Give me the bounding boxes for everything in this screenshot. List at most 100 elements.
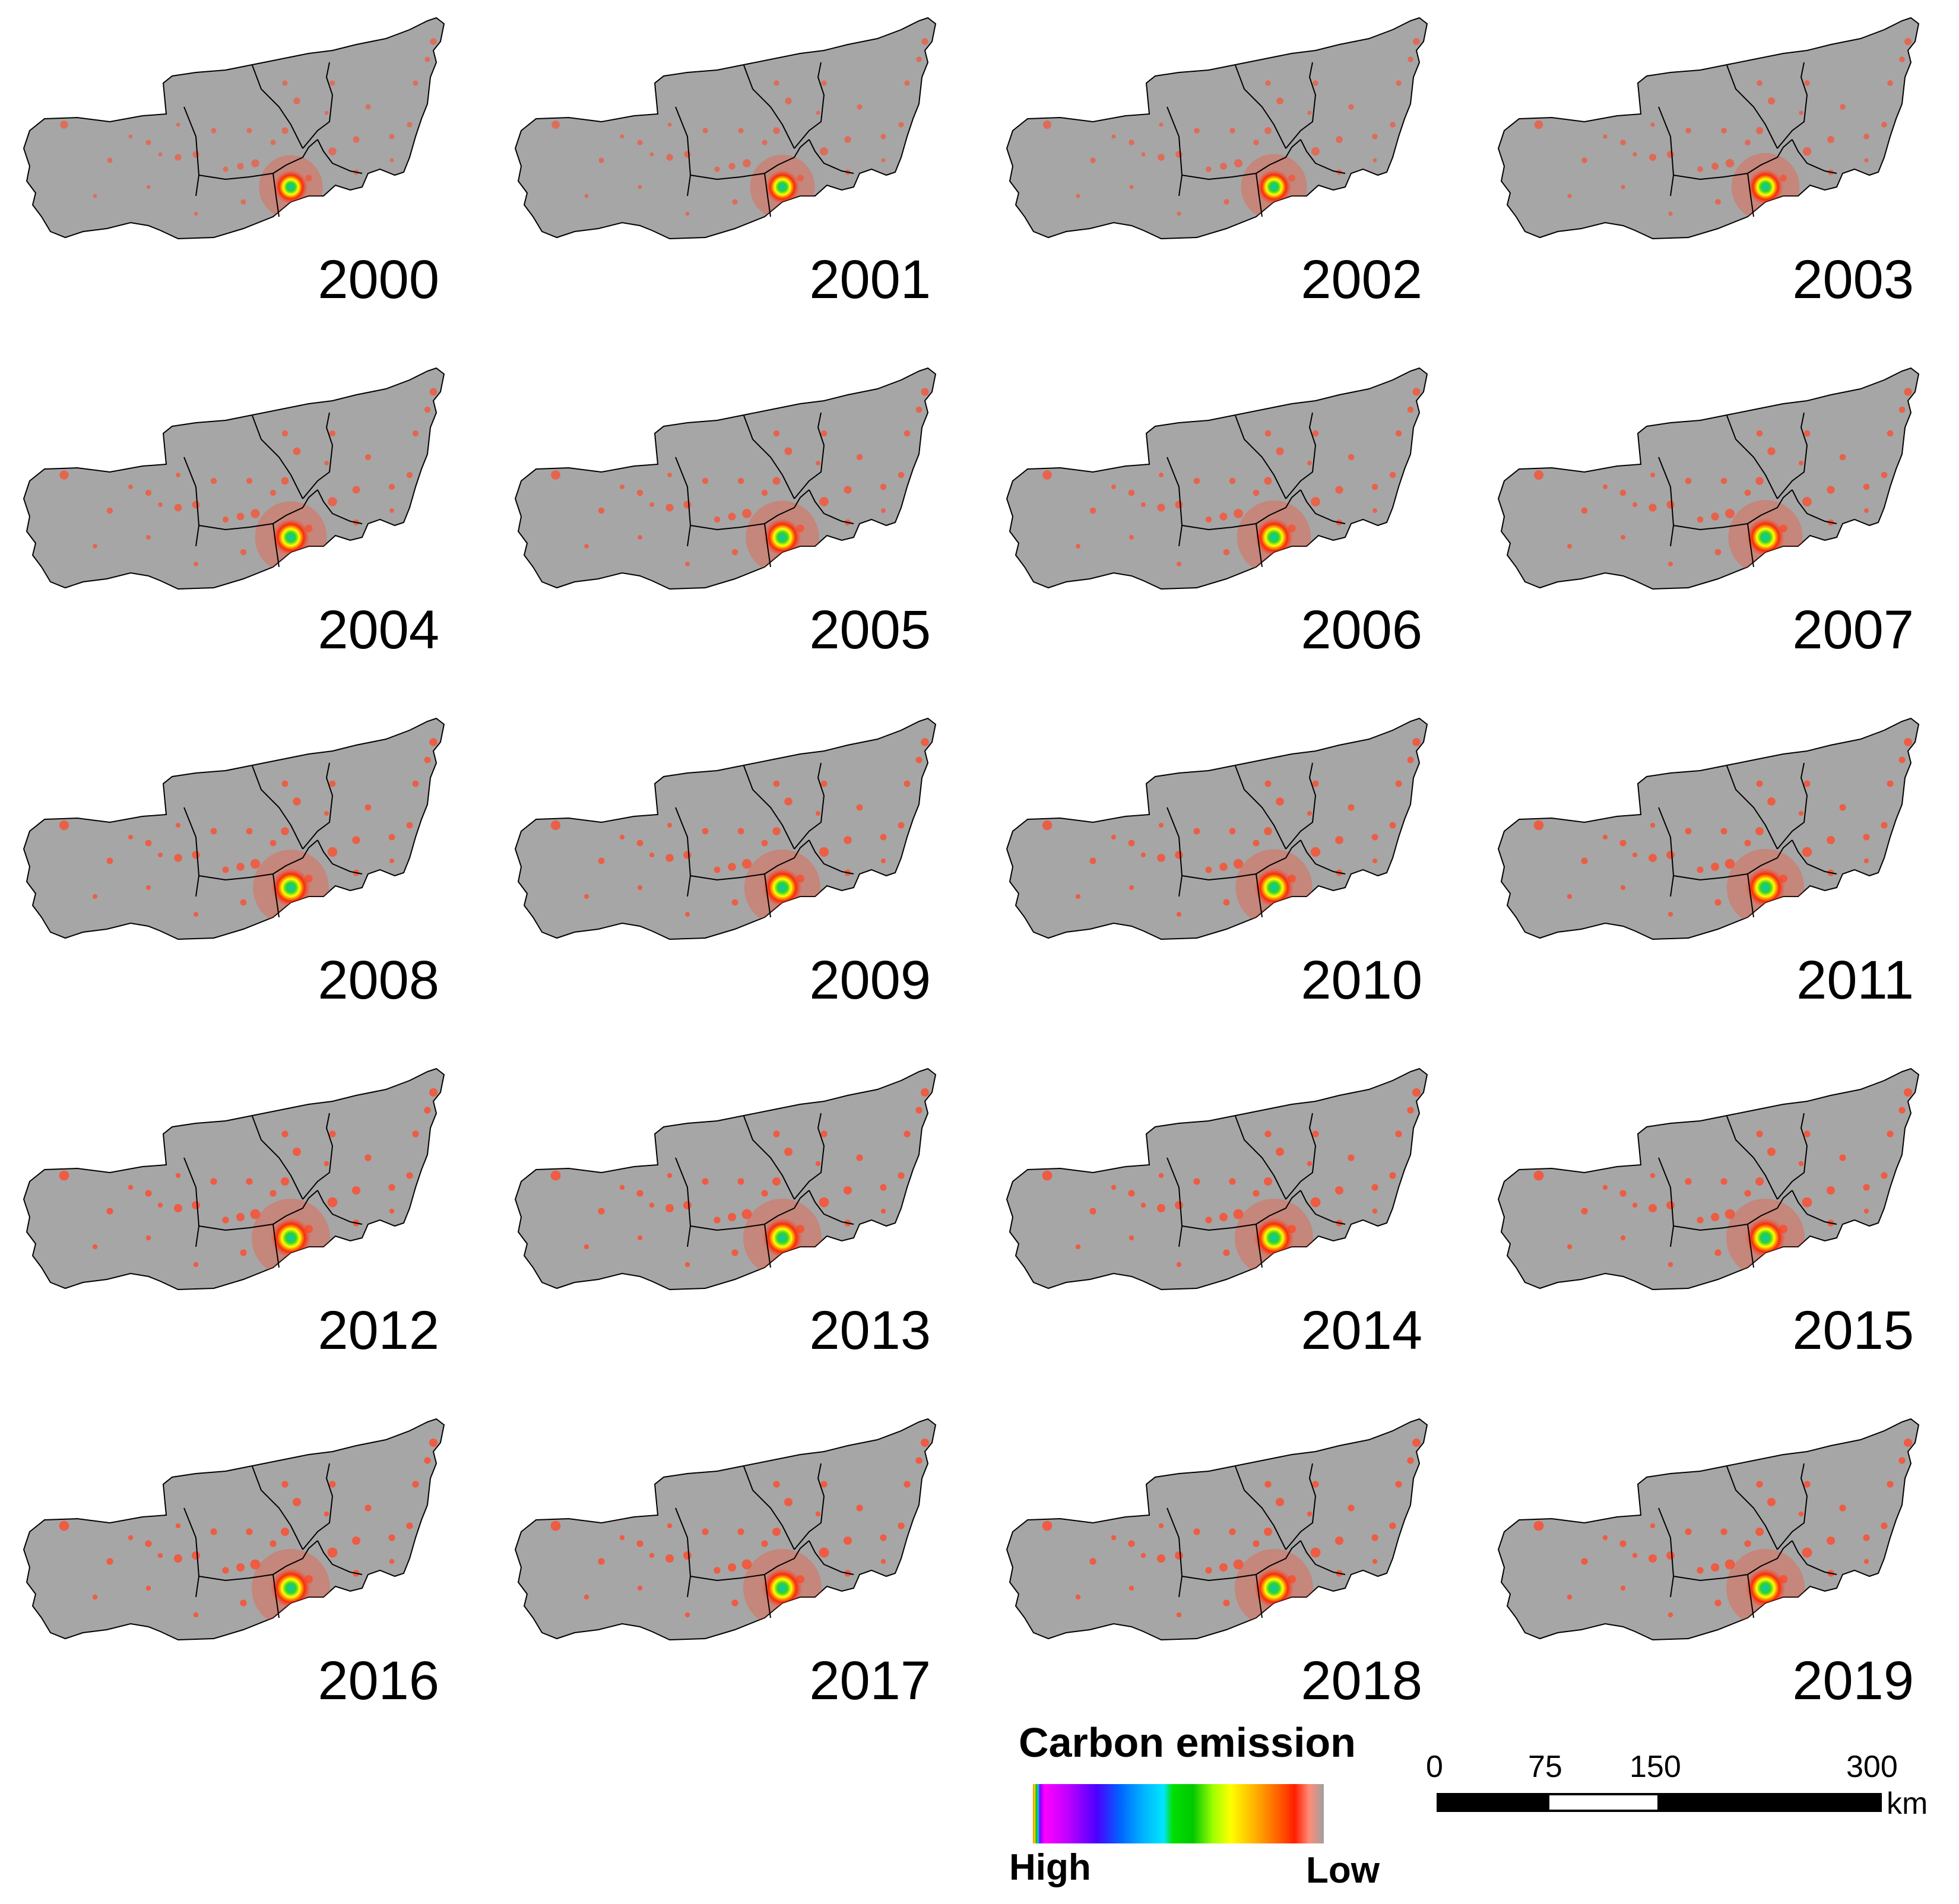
emission-hotspot bbox=[819, 1197, 829, 1208]
region-outline bbox=[1497, 17, 1920, 240]
emission-hotspot bbox=[880, 1534, 887, 1541]
admin-boundary bbox=[1747, 873, 1754, 918]
emission-hotspot bbox=[598, 507, 605, 514]
emission-hotspot bbox=[1129, 185, 1134, 189]
emission-hotspot bbox=[352, 836, 360, 844]
emission-hotspot bbox=[1755, 1177, 1764, 1186]
emission-hotspot bbox=[246, 128, 252, 134]
admin-boundary bbox=[794, 762, 825, 850]
emission-hotspot bbox=[1721, 128, 1727, 134]
emission-core bbox=[1254, 867, 1294, 908]
emission-hotspot bbox=[1887, 430, 1894, 437]
emission-map bbox=[514, 717, 937, 940]
emission-hotspot bbox=[1111, 484, 1116, 489]
emission-hotspot bbox=[820, 430, 828, 437]
emission-hotspot bbox=[1408, 56, 1413, 62]
region-outline bbox=[1497, 1418, 1920, 1641]
emission-hotspot bbox=[223, 166, 229, 172]
region-outline bbox=[514, 367, 937, 590]
emission-hotspot bbox=[329, 430, 336, 437]
emission-hotspot bbox=[683, 1551, 692, 1560]
emission-hotspot bbox=[210, 477, 217, 484]
year-label: 2005 bbox=[809, 600, 931, 660]
emission-hotspot bbox=[324, 1161, 329, 1167]
admin-boundary bbox=[690, 489, 810, 531]
emission-hotspot bbox=[598, 1558, 605, 1565]
emission-hotspot bbox=[389, 158, 394, 163]
emission-hotspot bbox=[816, 461, 820, 465]
emission-hotspot bbox=[731, 549, 738, 556]
emission-hotspot bbox=[774, 80, 779, 86]
emission-hotspot bbox=[281, 430, 289, 437]
emission-hotspot bbox=[821, 80, 827, 86]
emission-hotspot bbox=[1567, 544, 1572, 549]
emission-hotspot bbox=[844, 836, 852, 844]
emission-hotspot bbox=[649, 152, 654, 157]
emission-hotspot bbox=[1881, 471, 1888, 479]
admin-boundary bbox=[302, 412, 334, 499]
emission-hotspot bbox=[1887, 1130, 1894, 1138]
admin-boundary bbox=[675, 1507, 692, 1598]
emission-hotspot bbox=[1177, 562, 1181, 566]
admin-boundary bbox=[1747, 1574, 1754, 1618]
emission-hotspot bbox=[1389, 1172, 1396, 1179]
emission-hotspot bbox=[1650, 122, 1655, 127]
admin-boundary bbox=[272, 1574, 280, 1618]
emission-hotspot bbox=[667, 822, 673, 828]
emission-hotspot bbox=[1685, 477, 1692, 484]
emission-hotspot bbox=[1194, 128, 1200, 134]
emission-hotspot bbox=[92, 894, 98, 899]
emission-hotspot bbox=[772, 1528, 781, 1536]
admin-boundary bbox=[1166, 807, 1183, 897]
admin-boundary bbox=[690, 1540, 810, 1582]
emission-hotspot bbox=[815, 1511, 821, 1517]
admin-boundary bbox=[198, 489, 318, 531]
emission-hotspot bbox=[412, 1481, 419, 1488]
emission-hotspot bbox=[1619, 1540, 1627, 1547]
emission-hotspot bbox=[1711, 162, 1719, 170]
emission-hotspot bbox=[1412, 1088, 1421, 1097]
admin-boundary bbox=[1777, 762, 1808, 850]
emission-hotspot bbox=[741, 1559, 752, 1570]
emission-hotspot bbox=[145, 140, 151, 145]
emission-hotspot bbox=[192, 1201, 200, 1209]
emission-hotspot bbox=[916, 56, 922, 62]
admin-boundary bbox=[1166, 106, 1183, 197]
emission-hotspot bbox=[176, 122, 180, 127]
scale-bar bbox=[1437, 1793, 1882, 1817]
emission-hotspot bbox=[210, 1528, 217, 1535]
emission-hotspot bbox=[1348, 1154, 1355, 1161]
year-label: 2001 bbox=[809, 249, 931, 310]
emission-hotspot bbox=[1839, 804, 1846, 811]
emission-hotspot bbox=[1567, 1594, 1573, 1600]
emission-map bbox=[23, 367, 445, 590]
emission-hotspot bbox=[1881, 122, 1887, 128]
emission-hotspot bbox=[1744, 1540, 1751, 1547]
admin-boundary bbox=[809, 489, 854, 524]
emission-hotspot bbox=[1744, 1190, 1751, 1197]
emission-hotspot bbox=[1229, 1528, 1236, 1535]
emission-hotspot bbox=[904, 1130, 911, 1138]
emission-hotspot bbox=[1407, 406, 1414, 413]
admin-boundary bbox=[743, 415, 795, 499]
emission-hotspot bbox=[1389, 471, 1396, 479]
admin-boundary bbox=[1300, 1190, 1346, 1225]
emission-hotspot bbox=[1650, 822, 1656, 828]
emission-hotspot bbox=[1649, 153, 1657, 161]
emission-hotspot bbox=[1720, 1528, 1727, 1535]
emission-hotspot bbox=[1904, 1439, 1912, 1447]
emission-hotspot bbox=[193, 911, 199, 917]
admin-boundary bbox=[1166, 1157, 1183, 1247]
emission-hotspot bbox=[1798, 1161, 1804, 1167]
emission-hotspot bbox=[281, 827, 289, 835]
emission-hotspot bbox=[683, 1201, 692, 1209]
admin-boundary bbox=[743, 765, 795, 850]
emission-hotspot bbox=[598, 1208, 605, 1215]
emission-hotspot bbox=[856, 1504, 863, 1512]
emission-hotspot bbox=[1348, 104, 1354, 110]
admin-boundary bbox=[809, 1190, 854, 1225]
admin-boundary bbox=[1256, 1574, 1263, 1618]
emission-hotspot bbox=[1581, 1558, 1588, 1565]
emission-hotspot bbox=[684, 1262, 690, 1268]
admin-boundary bbox=[1285, 412, 1317, 499]
